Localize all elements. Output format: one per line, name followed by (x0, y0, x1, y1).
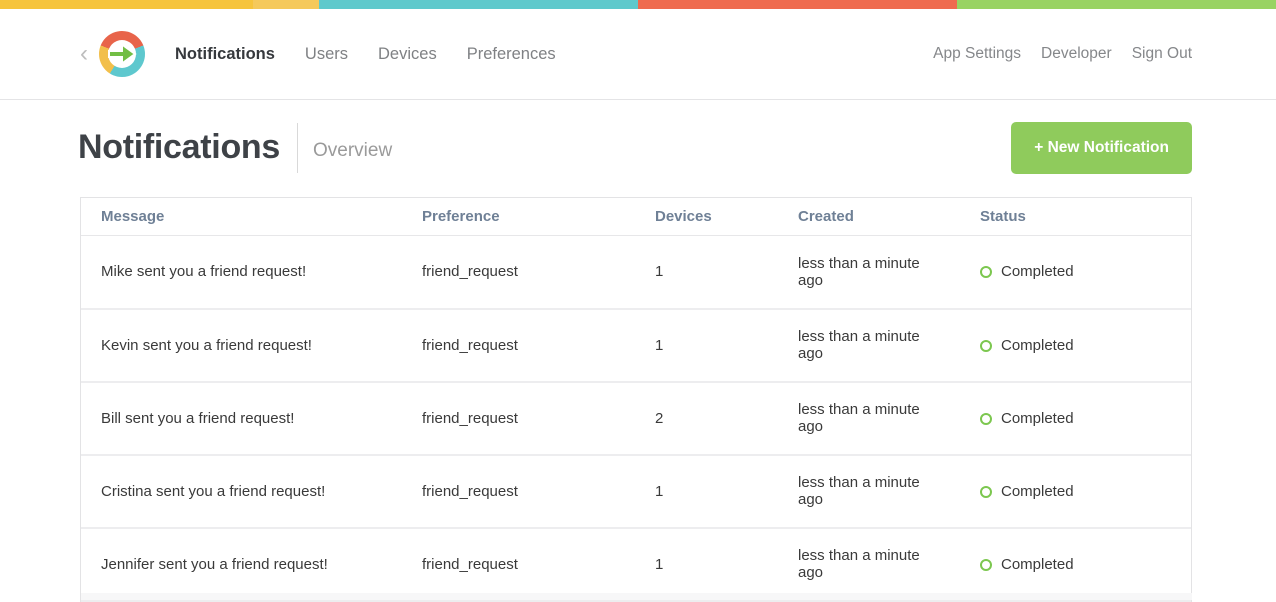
page-subtitle: Overview (313, 139, 393, 161)
created-cell: less than a minute ago (778, 527, 960, 602)
status-cell: Completed (960, 527, 1191, 602)
status-completed-icon (980, 412, 992, 425)
status-label: Completed (1001, 263, 1074, 281)
status-label: Completed (1001, 555, 1074, 573)
nav-item-app-settings[interactable]: App Settings (933, 45, 1022, 62)
preference-cell: friend_request (402, 308, 635, 383)
nav-item-developer[interactable]: Developer (1041, 45, 1112, 62)
app-logo[interactable] (99, 31, 145, 77)
column-header-devices: Devices (635, 198, 778, 236)
page-title: Notifications (78, 128, 280, 166)
table-row[interactable]: Kevin sent you a friend request! friend_… (81, 308, 1191, 383)
devices-cell: 1 (635, 235, 778, 310)
table-row[interactable]: Cristina sent you a friend request! frie… (81, 454, 1191, 529)
devices-cell: 1 (635, 454, 778, 529)
brand-color-bar (0, 0, 1276, 9)
page-header: Notifications Overview + New Notificatio… (78, 121, 1192, 174)
nav-item-notifications[interactable]: Notifications (175, 44, 275, 63)
table-bottom-edge (81, 593, 1192, 600)
sync-arrow-icon (108, 43, 137, 65)
new-notification-button[interactable]: + New Notification (1011, 121, 1192, 174)
status-completed-icon (980, 485, 992, 498)
top-navigation: ‹ Notifications Users Devices Preference… (0, 9, 1276, 100)
devices-cell: 1 (635, 308, 778, 383)
created-cell: less than a minute ago (778, 454, 960, 529)
brand-bar-segment-amber (0, 0, 253, 9)
table-header-row: Message Preference Devices Created Statu… (81, 198, 1191, 236)
column-header-message: Message (81, 198, 402, 236)
status-label: Completed (1001, 336, 1074, 354)
secondary-nav: App Settings Developer Sign Out (933, 45, 1192, 63)
preference-cell: friend_request (402, 454, 635, 529)
brand-bar-segment-teal (319, 0, 638, 9)
title-divider (297, 122, 298, 173)
nav-item-sign-out[interactable]: Sign Out (1131, 45, 1192, 62)
table-row[interactable]: Mike sent you a friend request! friend_r… (81, 235, 1191, 310)
preference-cell: friend_request (402, 381, 635, 456)
message-cell: Jennifer sent you a friend request! (81, 527, 402, 602)
status-cell: Completed (960, 235, 1191, 310)
status-completed-icon (980, 339, 992, 352)
title-group: Notifications Overview (78, 122, 393, 173)
preference-cell: friend_request (402, 527, 635, 602)
status-cell: Completed (960, 454, 1191, 529)
devices-cell: 1 (635, 527, 778, 602)
message-cell: Kevin sent you a friend request! (81, 308, 402, 383)
table-row[interactable]: Jennifer sent you a friend request! frie… (81, 527, 1191, 602)
status-label: Completed (1001, 482, 1074, 500)
status-completed-icon (980, 266, 992, 279)
message-cell: Mike sent you a friend request! (81, 235, 402, 310)
nav-item-users[interactable]: Users (304, 44, 349, 63)
created-cell: less than a minute ago (778, 235, 960, 310)
brand-bar-segment-green (957, 0, 1276, 9)
table-row[interactable]: Bill sent you a friend request! friend_r… (81, 381, 1191, 456)
column-header-preference: Preference (402, 198, 635, 236)
status-cell: Completed (960, 381, 1191, 456)
message-cell: Cristina sent you a friend request! (81, 454, 402, 529)
nav-item-devices[interactable]: Devices (378, 44, 437, 63)
column-header-created: Created (778, 198, 960, 236)
brand-bar-segment-light-amber (253, 0, 319, 9)
created-cell: less than a minute ago (778, 308, 960, 383)
devices-cell: 2 (635, 381, 778, 456)
primary-nav: Notifications Users Devices Preferences (175, 45, 556, 64)
created-cell: less than a minute ago (778, 381, 960, 456)
preference-cell: friend_request (402, 235, 635, 310)
brand-bar-segment-coral (638, 0, 957, 9)
back-chevron-icon[interactable]: ‹ (80, 40, 88, 67)
nav-item-preferences[interactable]: Preferences (466, 44, 556, 63)
message-cell: Bill sent you a friend request! (81, 381, 402, 456)
status-label: Completed (1001, 409, 1074, 427)
notifications-table: Message Preference Devices Created Statu… (80, 197, 1192, 602)
status-completed-icon (980, 558, 992, 571)
status-cell: Completed (960, 308, 1191, 383)
column-header-status: Status (960, 198, 1191, 236)
